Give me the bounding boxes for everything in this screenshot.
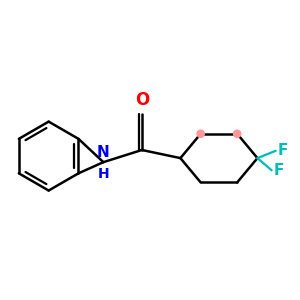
Text: F: F: [277, 143, 288, 158]
Text: H: H: [98, 167, 109, 181]
Text: O: O: [135, 92, 149, 110]
Circle shape: [233, 130, 241, 137]
Circle shape: [197, 130, 204, 137]
Text: F: F: [273, 163, 284, 178]
Text: N: N: [97, 145, 110, 160]
